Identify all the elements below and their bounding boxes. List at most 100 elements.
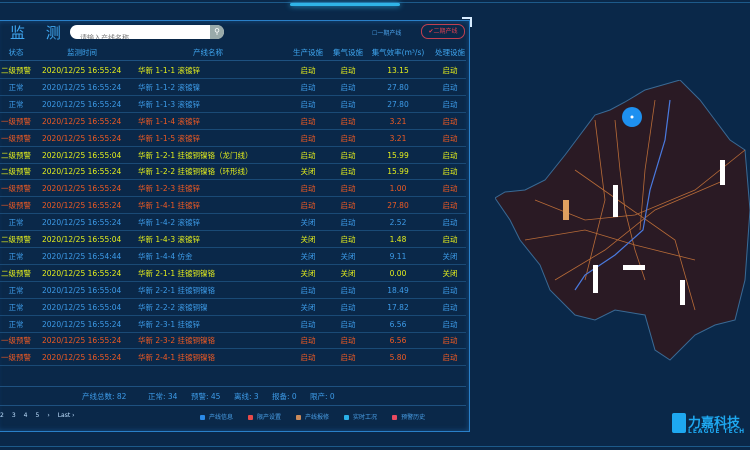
header-efficiency[interactable]: 集气效率(m³/s)	[371, 48, 425, 57]
legend-swatch-icon	[248, 415, 254, 420]
cell-production: 启动	[300, 285, 316, 295]
page-4[interactable]: 4	[23, 412, 28, 419]
map-region	[495, 80, 750, 361]
cell-collection: 启动	[340, 150, 356, 160]
table-row[interactable]: 二级预警 2020/12/25 16:55:04 华新 1-4-3 滚镀锌 关闭 启动 1…	[0, 231, 466, 248]
cell-line-name: 华新 1-4-1 挂镀锌	[138, 201, 200, 211]
cell-status: 一级预警	[1, 201, 31, 211]
cell-treatment: 启动	[442, 99, 458, 109]
search-icon[interactable]: ⚲	[210, 25, 224, 39]
cell-production: 启动	[300, 99, 316, 109]
header-time[interactable]: 监测时间	[67, 48, 97, 57]
search-input[interactable]	[70, 31, 206, 39]
cell-status: 正常	[8, 302, 24, 312]
cell-time: 2020/12/25 16:55:24	[42, 167, 122, 177]
header-line-name[interactable]: 产线名称	[193, 48, 223, 57]
next-page[interactable]: ›	[47, 412, 50, 419]
table-row[interactable]: 二级预警 2020/12/25 16:55:04 华新 1-2-1 挂镀铜镍铬（龙门…	[0, 147, 466, 164]
cell-collection: 关闭	[340, 268, 356, 278]
table-row[interactable]: 二级预警 2020/12/25 16:55:24 华新 1-1-1 滚镀锌 启动 启动 1…	[0, 62, 466, 79]
cell-time: 2020/12/25 16:55:24	[42, 133, 122, 143]
cell-collection: 启动	[340, 285, 356, 295]
table-row[interactable]: 二级预警 2020/12/25 16:55:24 华新 2-1-1 挂镀铜镍铬 关闭 关…	[0, 265, 466, 282]
cell-efficiency: 1.48	[389, 235, 407, 244]
cell-time: 2020/12/25 16:55:24	[42, 66, 122, 75]
legend-item[interactable]: 实时工况	[344, 412, 380, 421]
table-row[interactable]: 正常 2020/12/25 16:55:24 华新 2-3-1 挂镀锌 启动 启动 6.5…	[0, 316, 466, 333]
cell-collection: 启动	[340, 319, 356, 329]
cell-line-name: 华新 1-2-2 挂镀铜镍铬（环形线）	[138, 167, 253, 177]
stat-offline: 离线: 3	[234, 392, 259, 401]
cell-efficiency: 5.80	[389, 353, 407, 363]
cell-treatment: 启动	[442, 116, 458, 126]
filter-phase2-checkbox[interactable]: ✔二期产线	[421, 24, 465, 39]
cell-collection: 启动	[340, 133, 356, 143]
cell-collection: 启动	[340, 116, 356, 126]
cell-production: 关闭	[300, 251, 316, 261]
cell-treatment: 启动	[442, 133, 458, 143]
table-row[interactable]: 正常 2020/12/25 16:55:04 华新 2-2-2 滚镀铜镍 关闭 启动 17…	[0, 299, 466, 316]
page-5[interactable]: 5	[35, 412, 40, 419]
cell-production: 关闭	[300, 167, 316, 177]
monitor-panel	[0, 20, 470, 432]
table-row[interactable]: 正常 2020/12/25 16:54:44 华新 1-4-4 仿金 关闭 关闭 9.11…	[0, 248, 466, 265]
region-map[interactable]	[495, 80, 750, 370]
header-production[interactable]: 生产设施	[293, 48, 323, 57]
cell-efficiency: 1.00	[389, 184, 407, 194]
cell-time: 2020/12/25 16:55:04	[42, 302, 122, 312]
stat-normal: 正常: 34	[148, 392, 178, 401]
cell-efficiency: 15.99	[387, 150, 409, 160]
table-row[interactable]: 一级预警 2020/12/25 16:55:24 华新 1-4-1 挂镀锌 启动 启动 2…	[0, 197, 466, 215]
cell-time: 2020/12/25 16:55:24	[42, 268, 122, 278]
table-row[interactable]: 正常 2020/12/25 16:55:04 华新 2-2-1 挂镀铜镍铬 启动 启动 1…	[0, 282, 466, 299]
legend-label: 实时工况	[353, 414, 378, 421]
page-2[interactable]: 2	[0, 412, 4, 419]
cell-status: 正常	[8, 251, 24, 261]
site-markers	[593, 160, 725, 305]
filter-phase1-checkbox[interactable]: ☐一期产线	[372, 30, 402, 37]
cell-line-name: 华新 1-1-2 滚镀镍	[138, 82, 200, 92]
last-page[interactable]: Last ›	[57, 412, 75, 419]
cell-efficiency: 27.80	[387, 201, 409, 211]
cell-status: 正常	[8, 319, 24, 329]
table-row[interactable]: 二级预警 2020/12/25 16:55:24 华新 1-2-2 挂镀铜镍铬（环形…	[0, 163, 466, 181]
table-row[interactable]: 一级预警 2020/12/25 16:55:24 华新 1-1-5 滚镀锌 启动 启动 3…	[0, 130, 466, 147]
cell-status: 二级预警	[1, 167, 31, 177]
cell-production: 启动	[300, 184, 316, 194]
search-box[interactable]: ⚲	[70, 25, 224, 39]
cell-efficiency: 15.99	[387, 167, 409, 177]
top-border	[0, 2, 750, 3]
table-row[interactable]: 一级预警 2020/12/25 16:55:24 华新 2-4-1 挂镀铜镍铬 启动 启…	[0, 349, 466, 367]
table-row[interactable]: 正常 2020/12/25 16:55:24 华新 1-1-2 滚镀镍 启动 启动 27.…	[0, 79, 466, 96]
cell-collection: 启动	[340, 201, 356, 211]
legend-item[interactable]: 产线报修	[296, 412, 332, 421]
cell-line-name: 华新 1-1-4 滚镀锌	[138, 116, 200, 126]
cell-efficiency: 6.56	[389, 319, 407, 329]
header-status[interactable]: 状态	[8, 48, 24, 57]
table-row[interactable]: 一级预警 2020/12/25 16:55:24 华新 2-3-2 挂镀铜镍铬 启动 启…	[0, 332, 466, 350]
legend-item[interactable]: 产线信息	[200, 412, 236, 421]
stats-bar: 产线总数: 82 正常: 34 预警: 45 离线: 3 报备: 0 限产: 0	[0, 386, 466, 406]
legend-swatch-icon	[200, 415, 205, 420]
cell-collection: 启动	[340, 336, 356, 346]
legend-item[interactable]: 预警历史	[392, 412, 428, 421]
panel-title: 监 测	[10, 24, 69, 42]
header-collection[interactable]: 集气设施	[333, 48, 363, 57]
table-row[interactable]: 正常 2020/12/25 16:55:24 华新 1-4-2 滚镀锌 关闭 启动 2.5…	[0, 214, 466, 232]
legend-label: 预警历史	[401, 414, 426, 421]
header-treatment[interactable]: 处理设施	[435, 48, 465, 57]
cell-status: 二级预警	[1, 66, 31, 75]
page-3[interactable]: 3	[11, 412, 16, 419]
legend-swatch-icon	[296, 415, 302, 420]
cell-status: 一级预警	[1, 184, 31, 194]
cell-collection: 启动	[340, 218, 356, 228]
legend-item[interactable]: 限产设置	[248, 412, 284, 421]
table-row[interactable]: 一级预警 2020/12/25 16:55:24 华新 1-1-4 滚镀锌 启动 启动 3…	[0, 113, 466, 130]
cell-line-name: 华新 2-3-1 挂镀锌	[138, 319, 200, 329]
cell-treatment: 启动	[442, 82, 458, 92]
cell-treatment: 关闭	[442, 268, 458, 278]
cell-efficiency: 3.21	[389, 133, 407, 143]
cell-production: 启动	[300, 201, 316, 211]
table-row[interactable]: 一级预警 2020/12/25 16:55:24 华新 1-2-3 挂镀锌 启动 启动 1…	[0, 180, 466, 198]
table-row[interactable]: 正常 2020/12/25 16:55:24 华新 1-1-3 滚镀锌 启动 启动 27.…	[0, 96, 466, 113]
